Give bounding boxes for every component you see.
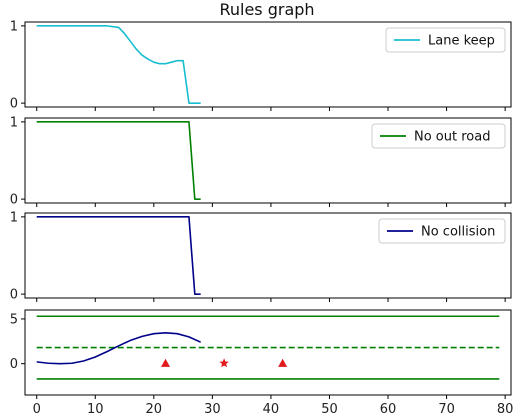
triangle-marker bbox=[278, 358, 288, 367]
y-tick-label: 0 bbox=[10, 97, 18, 112]
y-tick-label: 5 bbox=[10, 312, 18, 327]
y-tick-label: 0 bbox=[10, 288, 18, 303]
legend-box bbox=[385, 27, 506, 53]
y-tick-label: 0 bbox=[10, 357, 18, 372]
series-line-3 bbox=[36, 332, 201, 365]
y-tick-label: 1 bbox=[10, 19, 18, 34]
x-tick-label: 40 bbox=[263, 402, 280, 413]
legend: No collision bbox=[378, 218, 506, 244]
star-marker bbox=[219, 358, 229, 368]
series-line-no-out-road bbox=[36, 121, 201, 200]
legend-box bbox=[378, 218, 506, 244]
y-tick-label: 1 bbox=[10, 115, 18, 130]
panel-road-map: 050 10 20 30 40 50 60 70 80 bbox=[10, 309, 514, 413]
plot-area bbox=[36, 315, 500, 380]
y-tick-label: 0 bbox=[10, 193, 18, 208]
legend-label: Lane keep bbox=[428, 34, 495, 49]
x-tick-label: 0 bbox=[33, 402, 41, 413]
series-line-no-collision bbox=[36, 216, 201, 295]
x-tick-label: 80 bbox=[497, 402, 514, 413]
panels: 0 1 Lane keep 0 1 No out road 0 1 No collision 0 5… bbox=[10, 19, 514, 413]
figure-title: Rules graph bbox=[219, 0, 314, 19]
panel-lane-keep: 0 1 Lane keep bbox=[10, 19, 512, 112]
x-tick-label: 10 bbox=[87, 402, 104, 413]
panel-no-out-road: 0 1 No out road bbox=[10, 115, 512, 208]
x-tick-label: 50 bbox=[321, 402, 338, 413]
axes-frame bbox=[24, 309, 512, 396]
panel-no-collision: 0 1 No collision bbox=[10, 210, 512, 303]
legend: No out road bbox=[371, 123, 506, 149]
plot-area bbox=[36, 216, 201, 295]
plot-area bbox=[36, 121, 201, 200]
plot-area bbox=[36, 25, 201, 104]
y-tick-label: 1 bbox=[10, 210, 18, 225]
x-tick-label: 60 bbox=[380, 402, 397, 413]
x-tick-label: 70 bbox=[438, 402, 455, 413]
legend-label: No out road bbox=[414, 130, 490, 145]
series-line-lane-keep bbox=[36, 25, 201, 104]
legend-box bbox=[371, 123, 506, 149]
triangle-marker bbox=[161, 358, 171, 367]
x-tick-label: 20 bbox=[146, 402, 163, 413]
x-tick-label: 30 bbox=[204, 402, 221, 413]
legend: Lane keep bbox=[385, 27, 506, 53]
legend-label: No collision bbox=[421, 225, 495, 240]
